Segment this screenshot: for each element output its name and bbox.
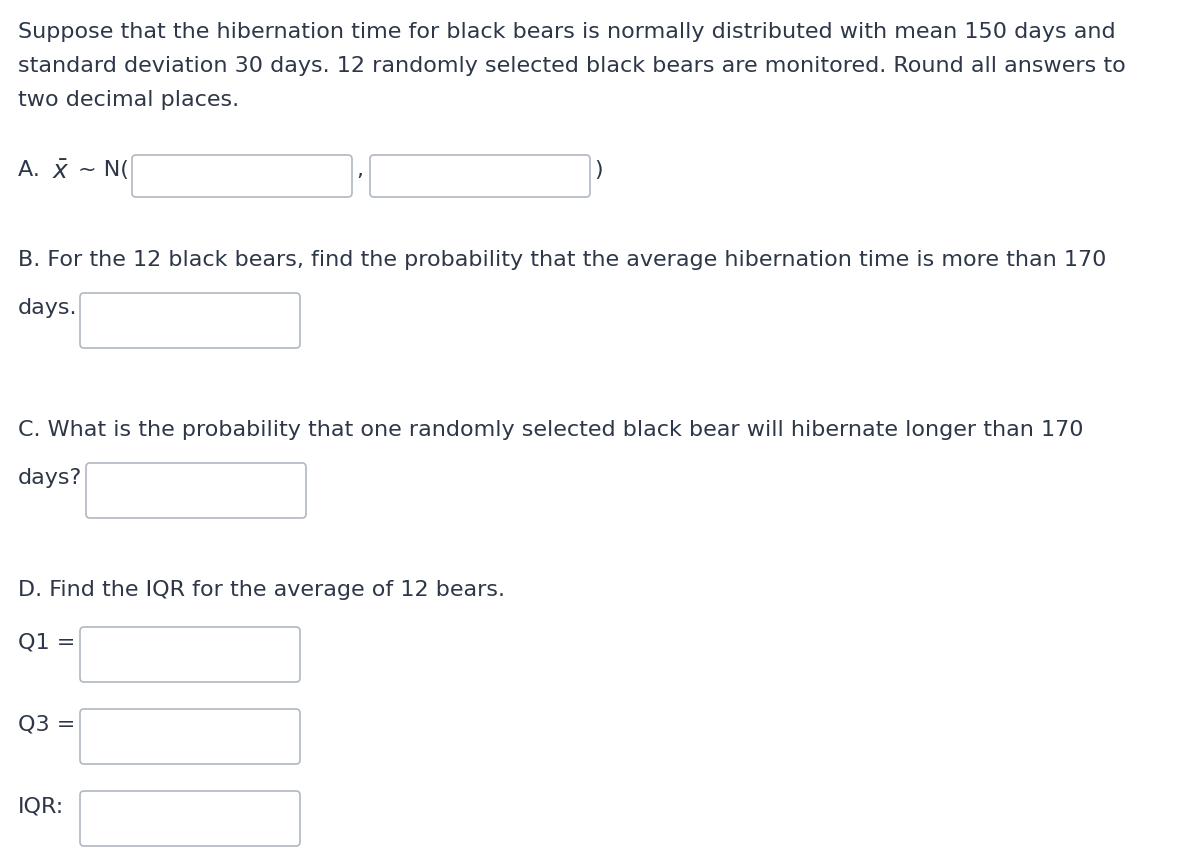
Text: ~ N(: ~ N( (78, 160, 128, 180)
Text: A.: A. (18, 160, 47, 180)
Text: days.: days. (18, 298, 78, 318)
FancyBboxPatch shape (86, 463, 306, 518)
Text: Suppose that the hibernation time for black bears is normally distributed with m: Suppose that the hibernation time for bl… (18, 22, 1116, 42)
Text: $\mathit{\bar{x}}$: $\mathit{\bar{x}}$ (52, 160, 70, 184)
Text: Q3 =: Q3 = (18, 714, 76, 734)
Text: B. For the 12 black bears, find the probability that the average hibernation tim: B. For the 12 black bears, find the prob… (18, 250, 1106, 270)
FancyBboxPatch shape (80, 709, 300, 764)
FancyBboxPatch shape (80, 293, 300, 348)
Text: IQR:: IQR: (18, 796, 65, 816)
Text: Q1 =: Q1 = (18, 632, 76, 652)
Text: ,: , (356, 160, 364, 180)
FancyBboxPatch shape (370, 155, 590, 197)
Text: ): ) (594, 160, 602, 180)
Text: days?: days? (18, 468, 83, 488)
Text: C. What is the probability that one randomly selected black bear will hibernate : C. What is the probability that one rand… (18, 420, 1084, 440)
Text: two decimal places.: two decimal places. (18, 90, 239, 110)
Text: standard deviation 30 days. 12 randomly selected black bears are monitored. Roun: standard deviation 30 days. 12 randomly … (18, 56, 1126, 76)
Text: D. Find the IQR for the average of 12 bears.: D. Find the IQR for the average of 12 be… (18, 580, 505, 600)
FancyBboxPatch shape (80, 627, 300, 682)
FancyBboxPatch shape (132, 155, 352, 197)
FancyBboxPatch shape (80, 791, 300, 846)
